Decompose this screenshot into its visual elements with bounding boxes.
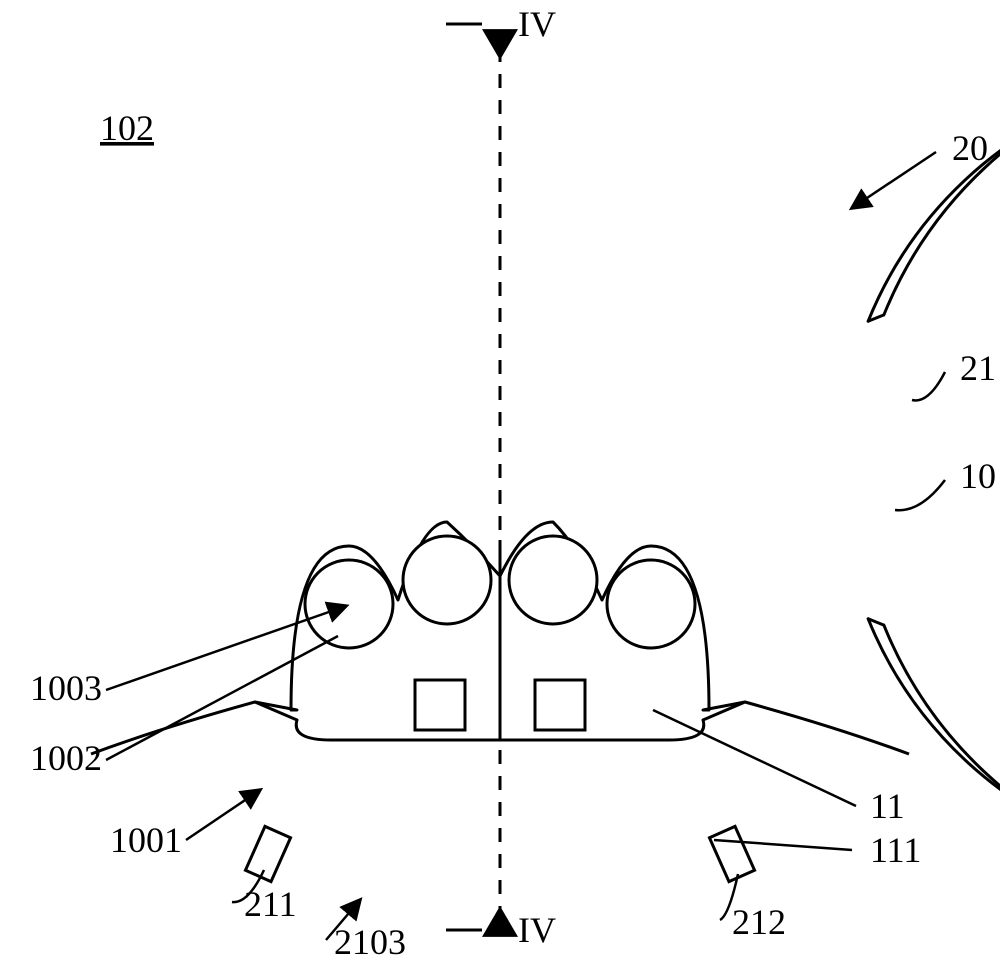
spoke-right xyxy=(745,702,909,754)
base-square-2 xyxy=(535,680,585,730)
finger-hole-3 xyxy=(509,536,597,624)
base-square-1 xyxy=(415,680,465,730)
leader-21 xyxy=(912,372,945,400)
section-arrow-bottom xyxy=(482,906,518,937)
section-label-bottom: IV xyxy=(518,910,556,950)
leader-1001 xyxy=(186,790,260,840)
end-tab-right xyxy=(709,826,754,881)
leader-10 xyxy=(895,480,945,510)
end-tab-left xyxy=(245,826,290,881)
section-arrow-top xyxy=(482,29,518,60)
ref-111: 111 xyxy=(870,830,921,870)
spoke-left xyxy=(91,702,255,754)
ref-1002: 1002 xyxy=(30,738,102,778)
finger-hole-4 xyxy=(607,560,695,648)
ref-212: 212 xyxy=(732,902,786,942)
ref-211: 211 xyxy=(244,884,297,924)
ref-21: 21 xyxy=(960,348,996,388)
ref-1001: 1001 xyxy=(110,820,182,860)
finger-hole-2 xyxy=(403,536,491,624)
leader-20 xyxy=(852,152,936,208)
knuckle-grip xyxy=(91,522,909,754)
ref-102: 102 xyxy=(100,108,154,148)
ref-11: 11 xyxy=(870,786,905,826)
finger-hole-1 xyxy=(305,560,393,648)
ref-20: 20 xyxy=(952,128,988,168)
section-label-top: IV xyxy=(518,4,556,44)
ref-10: 10 xyxy=(960,456,996,496)
ref-2103: 2103 xyxy=(334,922,406,962)
ref-1003: 1003 xyxy=(30,668,102,708)
